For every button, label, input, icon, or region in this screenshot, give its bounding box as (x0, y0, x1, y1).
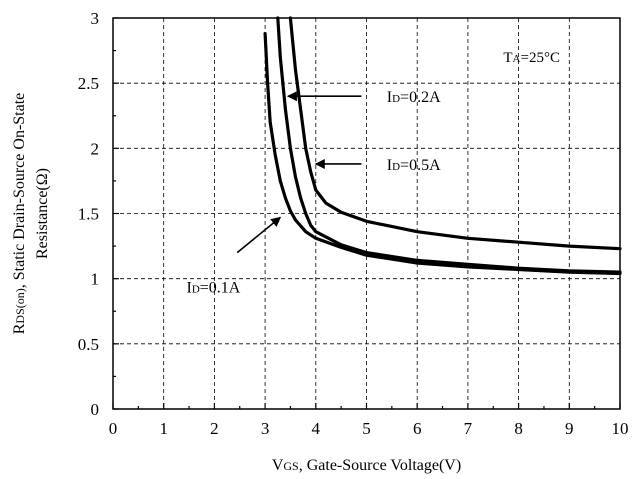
y-tick-label: 0 (91, 400, 100, 419)
x-tick-label: 3 (261, 419, 270, 438)
y-tick-label: 0.5 (78, 335, 99, 354)
x-tick-label: 2 (210, 419, 219, 438)
series-label: ID=0.1A (187, 279, 241, 296)
annotation-arrow (236, 216, 282, 254)
series-lines (263, 16, 622, 276)
grid (113, 18, 620, 409)
series-label: ID=0.2A (387, 89, 441, 106)
series-line-id-0-5a (288, 16, 622, 251)
y-tick-label: 3 (91, 9, 100, 28)
y-axis-label-line1: RDS(on), Static Drain-Source On-State (11, 93, 28, 335)
x-tick-label: 6 (413, 419, 422, 438)
series-label: ID=0.5A (387, 157, 441, 174)
x-axis-label: VGS, Gate-Source Voltage(V) (272, 457, 461, 474)
condition-label: TA=25°C (503, 50, 560, 66)
x-tick-label: 10 (612, 419, 629, 438)
y-tick-labels: 0 0.5 1 1.5 2 2.5 3 (78, 9, 99, 419)
x-tick-label: 8 (514, 419, 523, 438)
x-tick-labels: 0 1 2 3 4 5 6 7 8 9 10 (109, 419, 629, 438)
x-tick-label: 1 (159, 419, 168, 438)
y-tick-label: 2.5 (78, 74, 99, 93)
series-line-id-0-1a (263, 32, 622, 276)
x-tick-label: 4 (312, 419, 321, 438)
y-tick-label: 1 (91, 270, 100, 289)
x-tick-label: 9 (565, 419, 574, 438)
x-tick-label: 5 (362, 419, 371, 438)
tick-marks (112, 17, 621, 410)
x-tick-label: 7 (464, 419, 473, 438)
y-axis-label-line2: Resistance(Ω) (34, 168, 51, 259)
y-tick-label: 2 (91, 139, 100, 158)
series-line-id-0-2a (276, 16, 622, 274)
x-tick-label: 0 (109, 419, 118, 438)
annotations: ID=0.2A ID=0.5A ID=0.1A (187, 89, 442, 296)
y-tick-label: 1.5 (78, 205, 99, 224)
